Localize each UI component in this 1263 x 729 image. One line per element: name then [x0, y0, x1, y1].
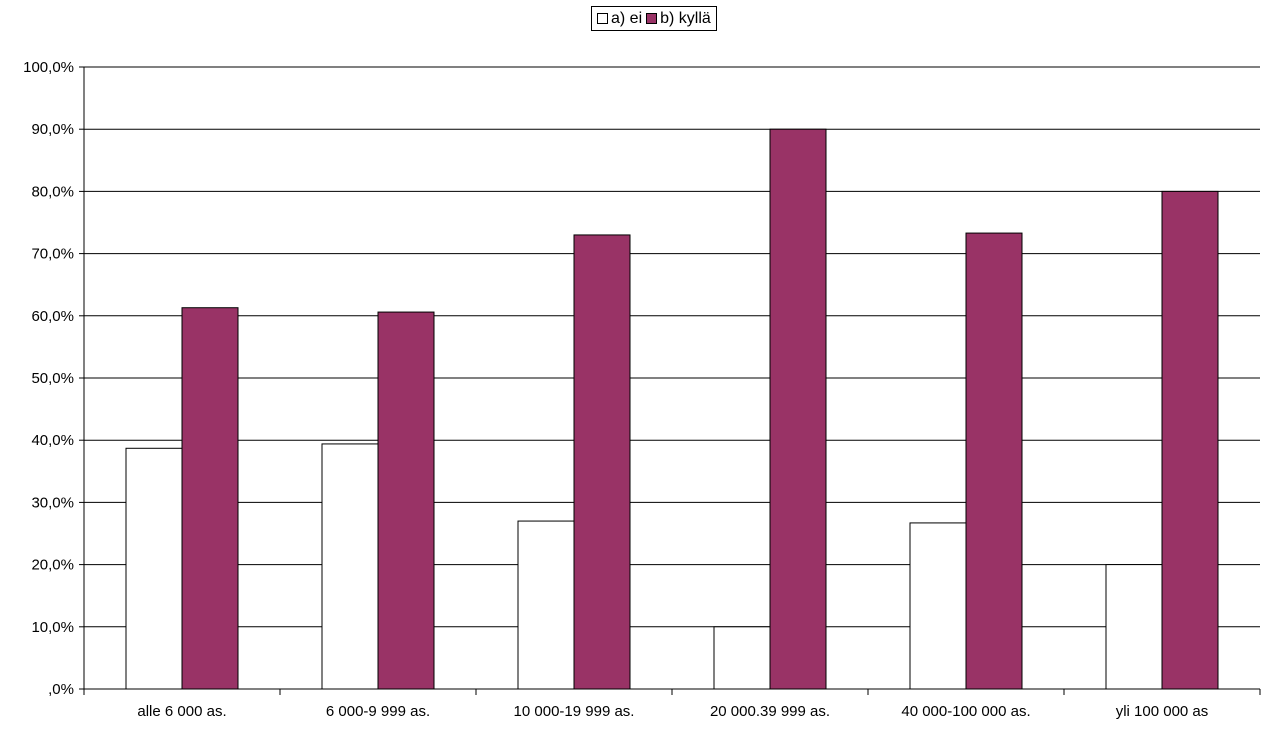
y-tick-label: ,0% [48, 681, 74, 698]
y-tick-label: 60,0% [31, 308, 74, 325]
legend-label-ei: a) ei [611, 9, 643, 27]
bar [1161, 190, 1219, 690]
legend-item-ei: a) ei [597, 10, 642, 28]
x-tick-label: 40 000-100 000 as. [901, 703, 1030, 720]
x-tick-label: 20 000.39 999 as. [710, 703, 830, 720]
bar [321, 443, 379, 690]
x-tick-label: yli 100 000 as [1116, 703, 1209, 720]
x-tick-label: 6 000-9 999 as. [326, 703, 430, 720]
bar [573, 234, 631, 690]
legend: a) ei b) kyllä [591, 6, 717, 31]
legend-swatch-ei [597, 13, 608, 24]
bar [965, 232, 1023, 690]
legend-item-kylla: b) kyllä [646, 10, 711, 28]
bar [181, 307, 239, 690]
legend-swatch-kylla [646, 13, 658, 24]
y-tick-label: 40,0% [31, 432, 74, 449]
bar [377, 311, 435, 690]
y-tick-label: 90,0% [31, 121, 74, 138]
y-tick-label: 20,0% [31, 557, 74, 574]
bar [125, 447, 183, 690]
bar [713, 626, 771, 690]
bar [1105, 564, 1163, 690]
y-tick-label: 10,0% [31, 619, 74, 636]
y-tick-label: 50,0% [31, 370, 74, 387]
legend-label-kylla: b) kyllä [660, 9, 711, 27]
x-tick-label: alle 6 000 as. [137, 703, 226, 720]
bar [769, 128, 827, 690]
y-tick-label: 30,0% [31, 494, 74, 511]
bar [909, 522, 967, 690]
y-tick-label: 80,0% [31, 183, 74, 200]
y-tick-label: 70,0% [31, 246, 74, 263]
x-tick-label: 10 000-19 999 as. [514, 703, 635, 720]
y-tick-label: 100,0% [23, 59, 74, 76]
bar [517, 520, 575, 690]
